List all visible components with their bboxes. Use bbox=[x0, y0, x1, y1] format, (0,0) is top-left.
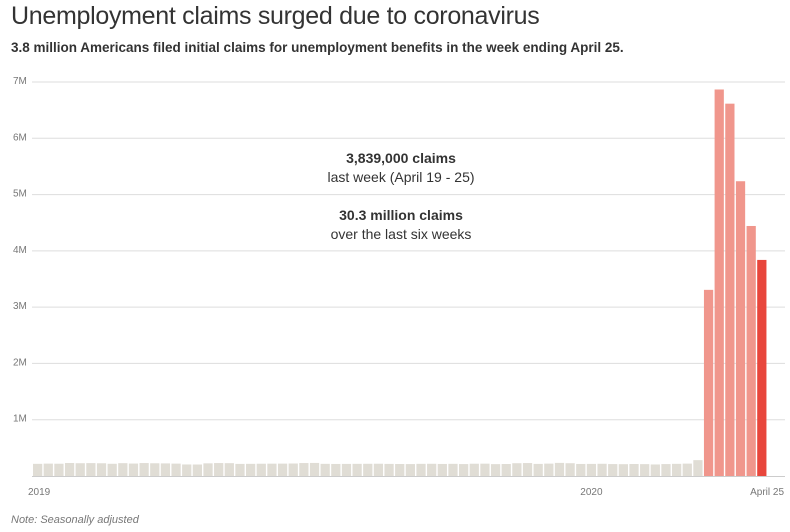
bar-week bbox=[352, 463, 362, 476]
chart-title: Unemployment claims surged due to corona… bbox=[11, 2, 540, 30]
bar-week bbox=[299, 463, 309, 476]
x-tick-label: 2019 bbox=[28, 487, 51, 498]
x-axis-tick-labels: 2019 2020 April 25 bbox=[28, 487, 784, 498]
bar-week bbox=[597, 463, 607, 476]
bar-week bbox=[395, 464, 405, 476]
bar-week bbox=[96, 463, 107, 476]
bar-week bbox=[405, 464, 415, 476]
bar-week bbox=[682, 463, 692, 476]
bar-week bbox=[171, 463, 181, 476]
y-tick-label: 1M bbox=[13, 414, 27, 425]
bar-week bbox=[640, 464, 650, 476]
x-tick-label: 2020 bbox=[580, 487, 603, 498]
bar-week bbox=[714, 89, 724, 477]
bar-week bbox=[54, 463, 64, 476]
bar-week bbox=[320, 463, 330, 476]
y-tick-label: 6M bbox=[13, 132, 27, 143]
x-tick-label: April 25 bbox=[750, 487, 784, 498]
bar-week bbox=[565, 463, 575, 476]
bar-week bbox=[544, 463, 554, 476]
bar-week bbox=[512, 463, 522, 476]
bar-week bbox=[448, 463, 458, 476]
bar-week bbox=[725, 103, 735, 477]
bar-week bbox=[235, 463, 245, 476]
bar-week bbox=[214, 463, 224, 476]
y-axis-tick-labels: 1M 2M 3M 4M 5M 6M 7M bbox=[13, 76, 27, 425]
bar-week bbox=[33, 463, 43, 476]
bar-week bbox=[629, 464, 639, 476]
bar-week bbox=[246, 463, 256, 476]
bar-week bbox=[576, 463, 586, 476]
bar-week bbox=[416, 463, 426, 476]
bar-week bbox=[182, 464, 192, 476]
bar-week bbox=[672, 463, 682, 476]
annotation-six-week-total: 30.3 million claims bbox=[339, 207, 463, 223]
annotation-six-week-period: over the last six weeks bbox=[331, 226, 472, 242]
bar-week bbox=[86, 463, 96, 476]
bars bbox=[33, 89, 767, 477]
y-tick-label: 3M bbox=[13, 301, 27, 312]
bar-week bbox=[160, 463, 171, 476]
bar-week bbox=[224, 463, 234, 476]
bar-week bbox=[427, 463, 437, 476]
bar-week bbox=[288, 463, 298, 476]
bar-week bbox=[267, 463, 277, 476]
bar-week bbox=[118, 463, 128, 476]
bar-week bbox=[192, 464, 202, 476]
bar-week bbox=[746, 225, 756, 476]
bar-week bbox=[256, 463, 266, 476]
y-tick-label: 2M bbox=[13, 357, 27, 368]
bar-week bbox=[586, 463, 597, 476]
bar-week bbox=[75, 463, 85, 476]
chart-annotations: 3,839,000 claims last week (April 19 - 2… bbox=[327, 150, 474, 242]
bar-week bbox=[693, 460, 703, 476]
bar-latest-week bbox=[757, 259, 767, 476]
bar-week bbox=[554, 462, 565, 476]
bar-week bbox=[650, 464, 660, 476]
bar-week bbox=[277, 463, 288, 476]
bar-week bbox=[522, 463, 533, 476]
bar-week bbox=[309, 462, 320, 476]
bar-week bbox=[490, 464, 501, 476]
bar-week bbox=[437, 463, 447, 476]
annotation-weekly-claims: 3,839,000 claims bbox=[346, 150, 456, 166]
bar-week bbox=[64, 463, 75, 476]
y-tick-label: 7M bbox=[13, 76, 27, 87]
bar-week bbox=[384, 463, 394, 476]
gridlines bbox=[32, 81, 785, 421]
bar-week bbox=[459, 464, 469, 476]
bar-week bbox=[107, 463, 117, 476]
bar-week bbox=[703, 289, 714, 476]
bar-week bbox=[618, 464, 628, 476]
bar-week bbox=[363, 463, 373, 476]
bar-week bbox=[469, 463, 479, 476]
bar-week bbox=[150, 463, 160, 476]
bar-week bbox=[661, 464, 671, 476]
bar-week bbox=[608, 464, 618, 476]
footnote: Note: Seasonally adjusted bbox=[11, 514, 139, 526]
y-tick-label: 4M bbox=[13, 245, 27, 256]
bar-week bbox=[43, 463, 53, 476]
bar-week bbox=[203, 463, 213, 476]
y-tick-label: 5M bbox=[13, 189, 27, 200]
bar-week bbox=[735, 181, 746, 477]
bar-week bbox=[331, 463, 341, 476]
bar-week bbox=[480, 463, 490, 476]
bar-week bbox=[501, 464, 511, 476]
bar-week bbox=[128, 463, 139, 476]
bar-week bbox=[533, 463, 543, 476]
chart-subtitle: 3.8 million Americans filed initial clai… bbox=[11, 40, 624, 55]
bar-week bbox=[373, 463, 384, 476]
annotation-weekly-period: last week (April 19 - 25) bbox=[327, 169, 474, 185]
bar-week bbox=[341, 463, 352, 476]
bar-week bbox=[139, 463, 149, 476]
